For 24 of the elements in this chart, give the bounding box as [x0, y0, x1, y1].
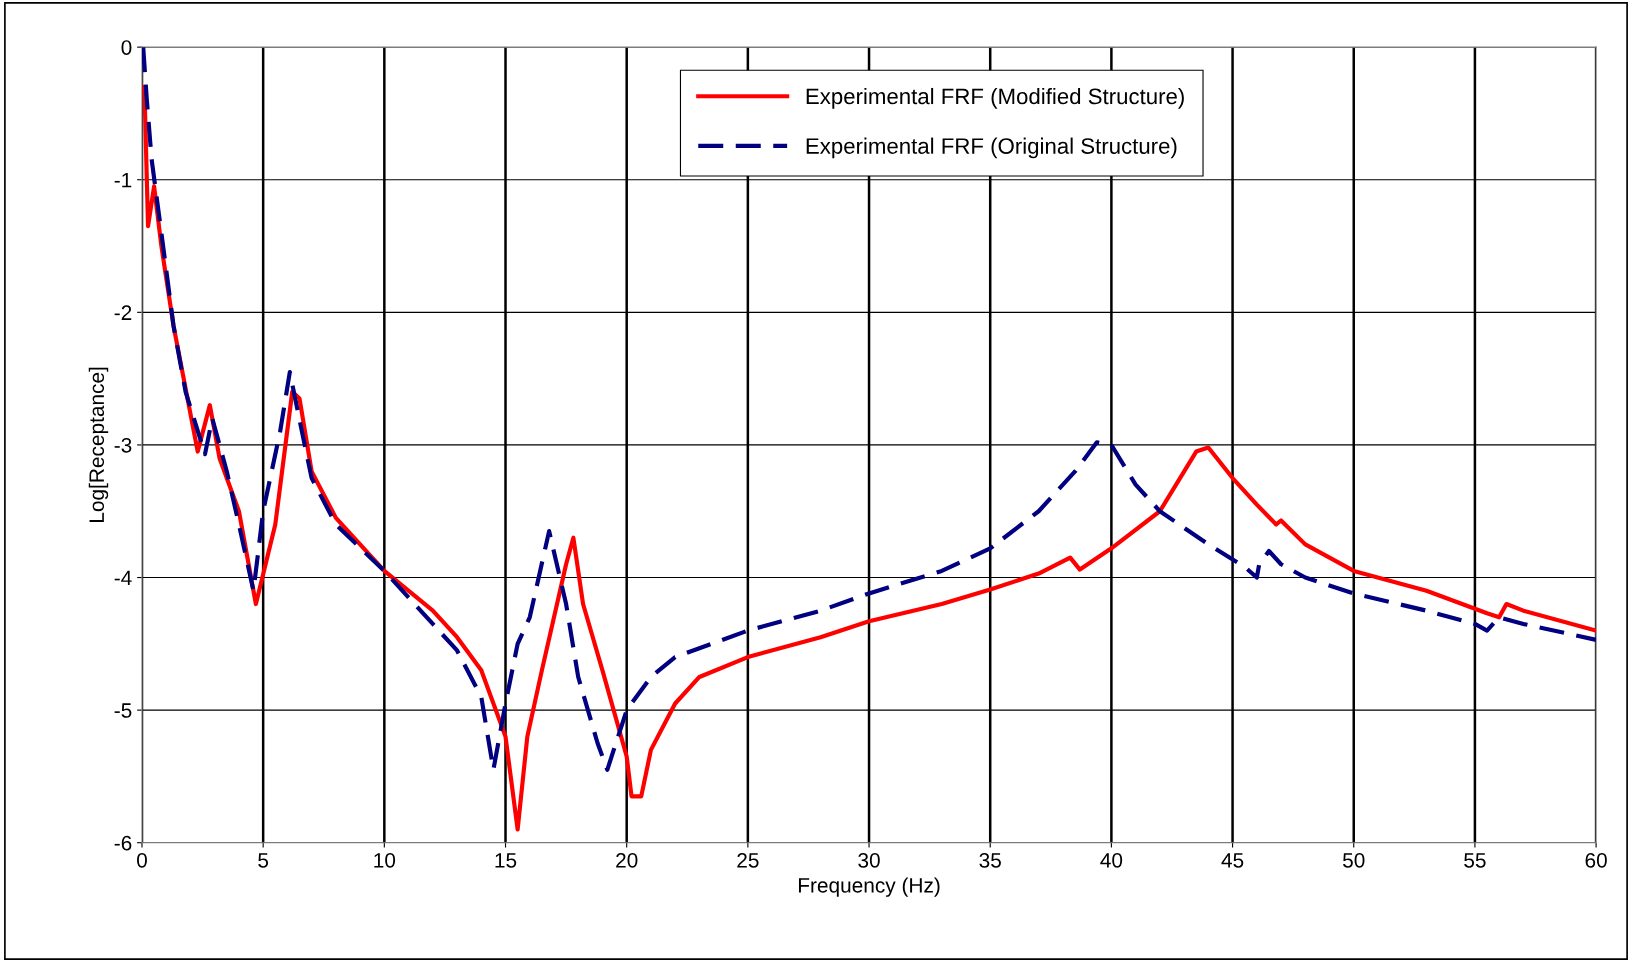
x-tick-label: 50 — [1342, 852, 1365, 868]
x-tick-label: 5 — [258, 853, 269, 868]
y-tick-label: -3 — [114, 437, 132, 453]
x-tick-label: 25 — [737, 852, 759, 868]
legend-label: Experimental FRF (Original Structure) — [806, 137, 1177, 159]
y-axis-title: Log[Receptance] — [88, 367, 109, 522]
x-tick-label: 30 — [858, 852, 880, 868]
x-tick-label: 15 — [495, 853, 517, 868]
y-tick-label: -1 — [114, 172, 132, 188]
y-tick-label: -2 — [114, 305, 132, 320]
y-tick-label: -6 — [114, 835, 132, 851]
x-axis-title: Frequency (Hz) — [798, 877, 940, 897]
x-tick-label: 0 — [137, 852, 147, 868]
x-tick-label: 45 — [1221, 853, 1244, 868]
y-tick-label: 0 — [121, 40, 132, 55]
y-tick-label: -5 — [114, 703, 132, 718]
x-tick-label: 40 — [1100, 852, 1123, 868]
legend-label: Experimental FRF (Modified Structure) — [806, 87, 1184, 109]
x-tick-label: 55 — [1464, 853, 1486, 868]
y-tick-label: -4 — [114, 570, 132, 586]
x-tick-label: 35 — [979, 852, 1001, 868]
x-tick-label: 20 — [616, 852, 638, 868]
x-tick-label: 60 — [1585, 852, 1607, 868]
x-tick-label: 10 — [374, 852, 396, 868]
